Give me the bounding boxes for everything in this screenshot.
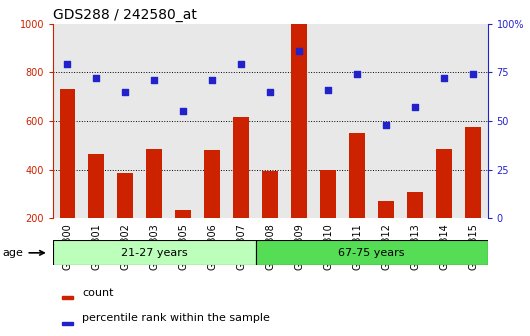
Point [208,77,217,83]
Bar [53,240,256,265]
Text: 21-27 years: 21-27 years [121,248,188,258]
Bar [175,210,191,267]
Bar [465,127,481,267]
Bar [349,133,365,267]
Bar [320,170,336,267]
Point [121,89,130,94]
Bar [146,149,162,267]
Point [353,72,361,77]
Bar [118,173,134,267]
Point [382,122,391,128]
Bar [61,322,74,325]
Bar [61,296,74,299]
Text: GDS288 / 242580_at: GDS288 / 242580_at [53,8,197,23]
Point [150,77,158,83]
Text: percentile rank within the sample: percentile rank within the sample [82,313,270,323]
Point [295,48,304,53]
Bar [89,154,104,267]
Bar [436,149,452,267]
Text: count: count [82,288,113,298]
Point [440,75,448,81]
Point [237,62,245,67]
Point [179,109,188,114]
Bar [59,89,75,267]
Bar [407,192,423,267]
Point [324,87,332,92]
Bar [256,240,488,265]
Point [469,72,478,77]
Bar [292,24,307,267]
Point [63,62,72,67]
Bar [378,201,394,267]
Text: 67-75 years: 67-75 years [339,248,405,258]
Bar [262,171,278,267]
Point [92,75,101,81]
Text: age: age [3,248,44,258]
Bar [233,117,249,267]
Bar [205,150,220,267]
Point [266,89,275,94]
Point [411,104,419,110]
